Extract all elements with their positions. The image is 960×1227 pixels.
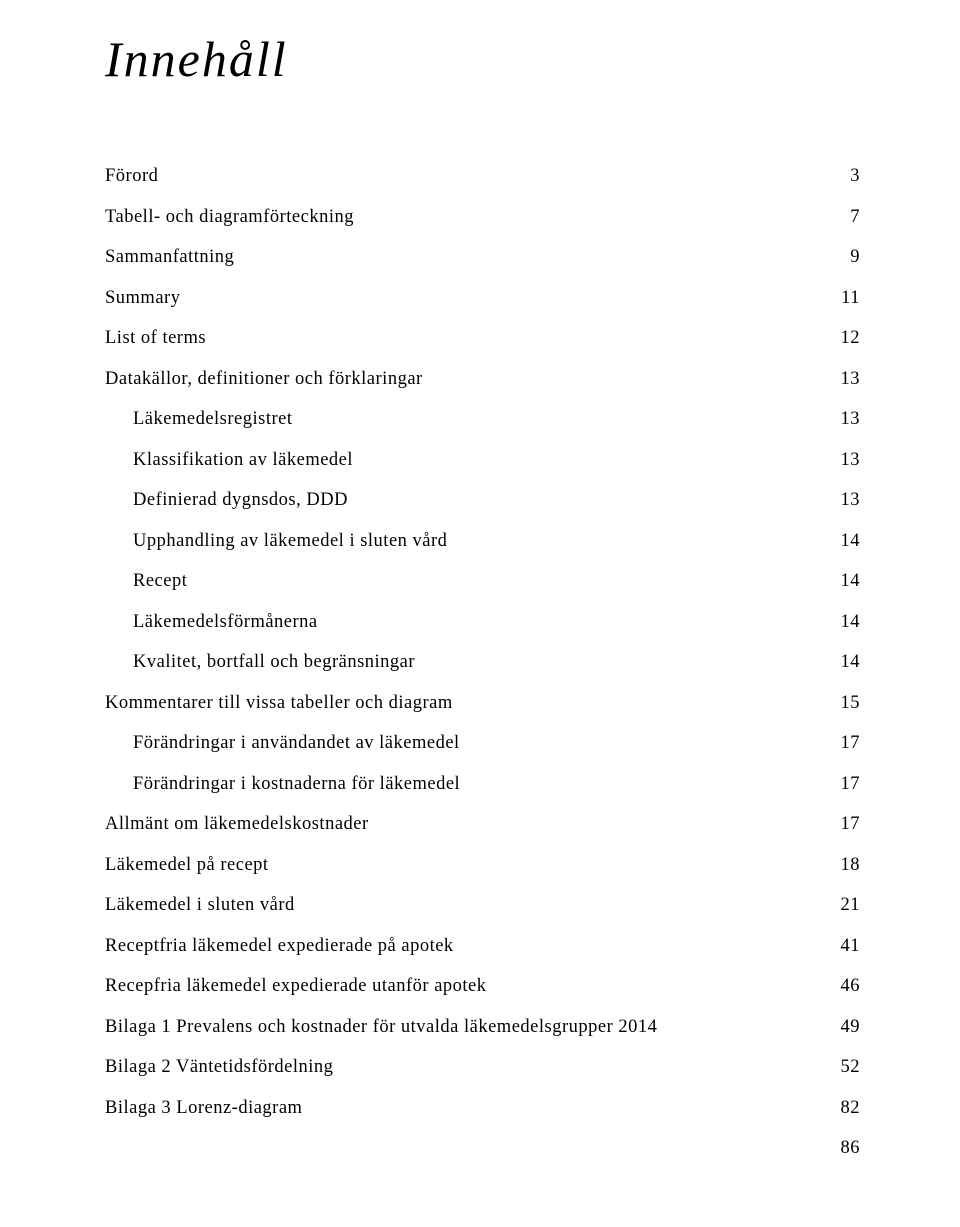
toc-page-number: 52 bbox=[839, 1057, 861, 1078]
toc-label: List of terms bbox=[105, 328, 206, 349]
toc-label: Bilaga 2 Väntetidsfördelning bbox=[105, 1057, 333, 1078]
toc-label: Bilaga 3 Lorenz-diagram bbox=[105, 1098, 302, 1119]
toc-entry: Tabell- och diagramförteckning 7 bbox=[105, 207, 860, 228]
toc-entry: Recepfria läkemedel expedierade utanför … bbox=[105, 976, 860, 997]
toc-label: Läkemedelsregistret bbox=[133, 409, 293, 430]
toc-page-number: 13 bbox=[839, 369, 861, 390]
toc-label: Läkemedelsförmånerna bbox=[133, 612, 318, 633]
toc-entry: Datakällor, definitioner och förklaringa… bbox=[105, 369, 860, 390]
toc-page-number: 14 bbox=[839, 571, 861, 592]
table-of-contents: Förord 3 Tabell- och diagramförteckning … bbox=[105, 166, 860, 1159]
toc-page-number: 12 bbox=[839, 328, 861, 349]
toc-page-number: 14 bbox=[839, 531, 861, 552]
toc-page-number: 14 bbox=[839, 612, 861, 633]
toc-page-number: 11 bbox=[839, 288, 860, 309]
toc-label: Datakällor, definitioner och förklaringa… bbox=[105, 369, 423, 390]
toc-label: Läkemedel på recept bbox=[105, 855, 269, 876]
toc-entry: Förändringar i användandet av läkemedel … bbox=[105, 733, 860, 754]
toc-entry: Kommentarer till vissa tabeller och diag… bbox=[105, 693, 860, 714]
toc-page-number: 9 bbox=[848, 247, 860, 268]
toc-page-number: 21 bbox=[839, 895, 861, 916]
toc-label: Läkemedel i sluten vård bbox=[105, 895, 295, 916]
toc-entry: Klassifikation av läkemedel 13 bbox=[105, 450, 860, 471]
page-title: Innehåll bbox=[105, 30, 860, 88]
toc-page-number: 49 bbox=[839, 1017, 861, 1038]
toc-page-number: 13 bbox=[839, 490, 861, 511]
toc-page-number: 13 bbox=[839, 450, 861, 471]
toc-label: Tabell- och diagramförteckning bbox=[105, 207, 354, 228]
toc-label: Sammanfattning bbox=[105, 247, 234, 268]
toc-label: Definierad dygnsdos, DDD bbox=[133, 490, 348, 511]
toc-entry: Läkemedelsregistret 13 bbox=[105, 409, 860, 430]
toc-entry: Definierad dygnsdos, DDD 13 bbox=[105, 490, 860, 511]
toc-label: Allmänt om läkemedelskostnader bbox=[105, 814, 369, 835]
toc-page-number: 17 bbox=[839, 733, 861, 754]
toc-entry: Sammanfattning 9 bbox=[105, 247, 860, 268]
toc-page-number: 82 bbox=[839, 1098, 861, 1119]
toc-label: Receptfria läkemedel expedierade på apot… bbox=[105, 936, 454, 957]
toc-label: Förord bbox=[105, 166, 158, 187]
toc-entry: Läkemedelsförmånerna 14 bbox=[105, 612, 860, 633]
toc-label: Klassifikation av läkemedel bbox=[133, 450, 353, 471]
toc-entry: Upphandling av läkemedel i sluten vård 1… bbox=[105, 531, 860, 552]
toc-page-number: 13 bbox=[839, 409, 861, 430]
toc-label: Kvalitet, bortfall och begränsningar bbox=[133, 652, 415, 673]
toc-entry: Kvalitet, bortfall och begränsningar 14 bbox=[105, 652, 860, 673]
toc-label: Förändringar i användandet av läkemedel bbox=[133, 733, 460, 754]
toc-entry: Recept 14 bbox=[105, 571, 860, 592]
toc-entry: Summary 11 bbox=[105, 288, 860, 309]
toc-label: Kommentarer till vissa tabeller och diag… bbox=[105, 693, 453, 714]
toc-label: Recepfria läkemedel expedierade utanför … bbox=[105, 976, 487, 997]
toc-label: Bilaga 1 Prevalens och kostnader för utv… bbox=[105, 1017, 657, 1038]
toc-page-number: 7 bbox=[848, 207, 860, 228]
toc-page-number: 18 bbox=[839, 855, 861, 876]
toc-entry: Bilaga 2 Väntetidsfördelning 52 bbox=[105, 1057, 860, 1078]
toc-label: Förändringar i kostnaderna för läkemedel bbox=[133, 774, 460, 795]
toc-entry: Receptfria läkemedel expedierade på apot… bbox=[105, 936, 860, 957]
toc-label: Upphandling av läkemedel i sluten vård bbox=[133, 531, 447, 552]
toc-entry: Förord 3 bbox=[105, 166, 860, 187]
toc-entry: Bilaga 1 Prevalens och kostnader för utv… bbox=[105, 1017, 860, 1038]
toc-entry: Läkemedel i sluten vård 21 bbox=[105, 895, 860, 916]
toc-page-number: 3 bbox=[848, 166, 860, 187]
toc-page-number: 14 bbox=[839, 652, 861, 673]
toc-entry: Bilaga 3 Lorenz-diagram 82 bbox=[105, 1098, 860, 1119]
toc-page-number: 15 bbox=[839, 693, 861, 714]
toc-entry: Läkemedel på recept 18 bbox=[105, 855, 860, 876]
toc-page-number: 41 bbox=[839, 936, 861, 957]
toc-entry: Förändringar i kostnaderna för läkemedel… bbox=[105, 774, 860, 795]
toc-entry: Allmänt om läkemedelskostnader 17 bbox=[105, 814, 860, 835]
toc-label: Recept bbox=[133, 571, 187, 592]
toc-page-number: 17 bbox=[839, 774, 861, 795]
toc-page-number: 46 bbox=[839, 976, 861, 997]
toc-label: Summary bbox=[105, 288, 180, 309]
toc-page-number: 17 bbox=[839, 814, 861, 835]
toc-entry: List of terms 12 bbox=[105, 328, 860, 349]
toc-page-number: 86 bbox=[839, 1138, 861, 1159]
toc-entry: 86 bbox=[105, 1138, 860, 1159]
